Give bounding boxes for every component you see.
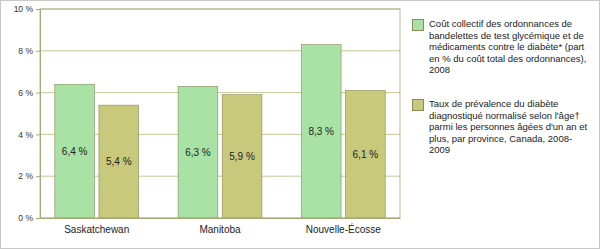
y-tick-label: 4 % [18, 130, 33, 140]
data-label: 5,4 % [106, 156, 132, 167]
y-tick-mark [36, 93, 40, 94]
data-label: 5,9 % [229, 151, 255, 162]
x-axis-line [41, 218, 401, 219]
x-tick: Manitoba [199, 218, 241, 235]
data-label: 6,1 % [353, 149, 379, 160]
y-tick-mark [36, 9, 40, 10]
bar [178, 86, 218, 218]
data-label: 6,4 % [62, 146, 88, 157]
x-tick-label: Nouvelle-Écosse [306, 223, 381, 235]
y-tick-label: 6 % [18, 88, 33, 98]
data-label: 8,3 % [308, 126, 334, 137]
y-tick-label: 0 % [18, 213, 33, 223]
bar [301, 45, 341, 218]
y-tick-mark [36, 134, 40, 135]
plot-frame [40, 9, 400, 218]
legend-swatch [412, 99, 424, 111]
bar [55, 84, 95, 218]
y-tick-mark [36, 51, 40, 52]
plot: 6,4 % 6,3 % 8,3 % 5,4 % 5,9 % 6,1 % 0 % 2 % 4 % 6… [14, 4, 401, 235]
y-tick-label: 2 % [18, 171, 33, 181]
y-tick: 6 % [18, 88, 40, 98]
y-tick: 0 % [18, 213, 40, 223]
bars [55, 45, 385, 218]
legend-entry: Taux de prévalence du diabète diagnostiq… [429, 98, 592, 156]
x-tick: Saskatchewan [64, 218, 129, 235]
bar [345, 91, 385, 218]
outer-frame [1, 1, 600, 249]
data-label: 6,3 % [185, 147, 211, 158]
bar [99, 105, 139, 218]
x-axis: Saskatchewan Manitoba Nouvelle-Écosse [41, 218, 401, 235]
y-tick-mark [36, 218, 40, 219]
y-axis-line [36, 10, 41, 219]
x-tick: Nouvelle-Écosse [306, 218, 381, 235]
y-tick-label: 8 % [18, 46, 33, 56]
y-tick-mark [36, 176, 40, 177]
grid-line [40, 50, 400, 51]
legend-swatch [412, 19, 424, 31]
data-labels: 6,4 % 6,3 % 8,3 % 5,4 % 5,9 % 6,1 % [62, 126, 378, 167]
legend-entry: Coût collectif des ordonnances de bandel… [429, 18, 592, 76]
x-tick-label: Manitoba [199, 224, 241, 235]
bar [222, 95, 262, 218]
y-axis: 0 % 2 % 4 % 6 % 8 % 10 % [14, 4, 41, 223]
x-tick-label: Saskatchewan [64, 224, 129, 235]
y-tick-label: 10 % [14, 4, 34, 14]
grid [40, 9, 400, 218]
y-tick: 10 % [14, 4, 40, 14]
y-tick: 4 % [18, 130, 40, 140]
y-tick: 2 % [18, 171, 40, 181]
y-tick: 8 % [18, 46, 40, 56]
